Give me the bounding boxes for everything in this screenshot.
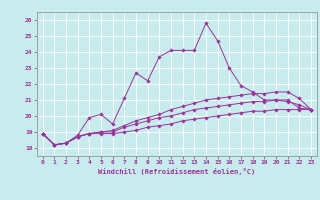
X-axis label: Windchill (Refroidissement éolien,°C): Windchill (Refroidissement éolien,°C)	[98, 168, 255, 175]
